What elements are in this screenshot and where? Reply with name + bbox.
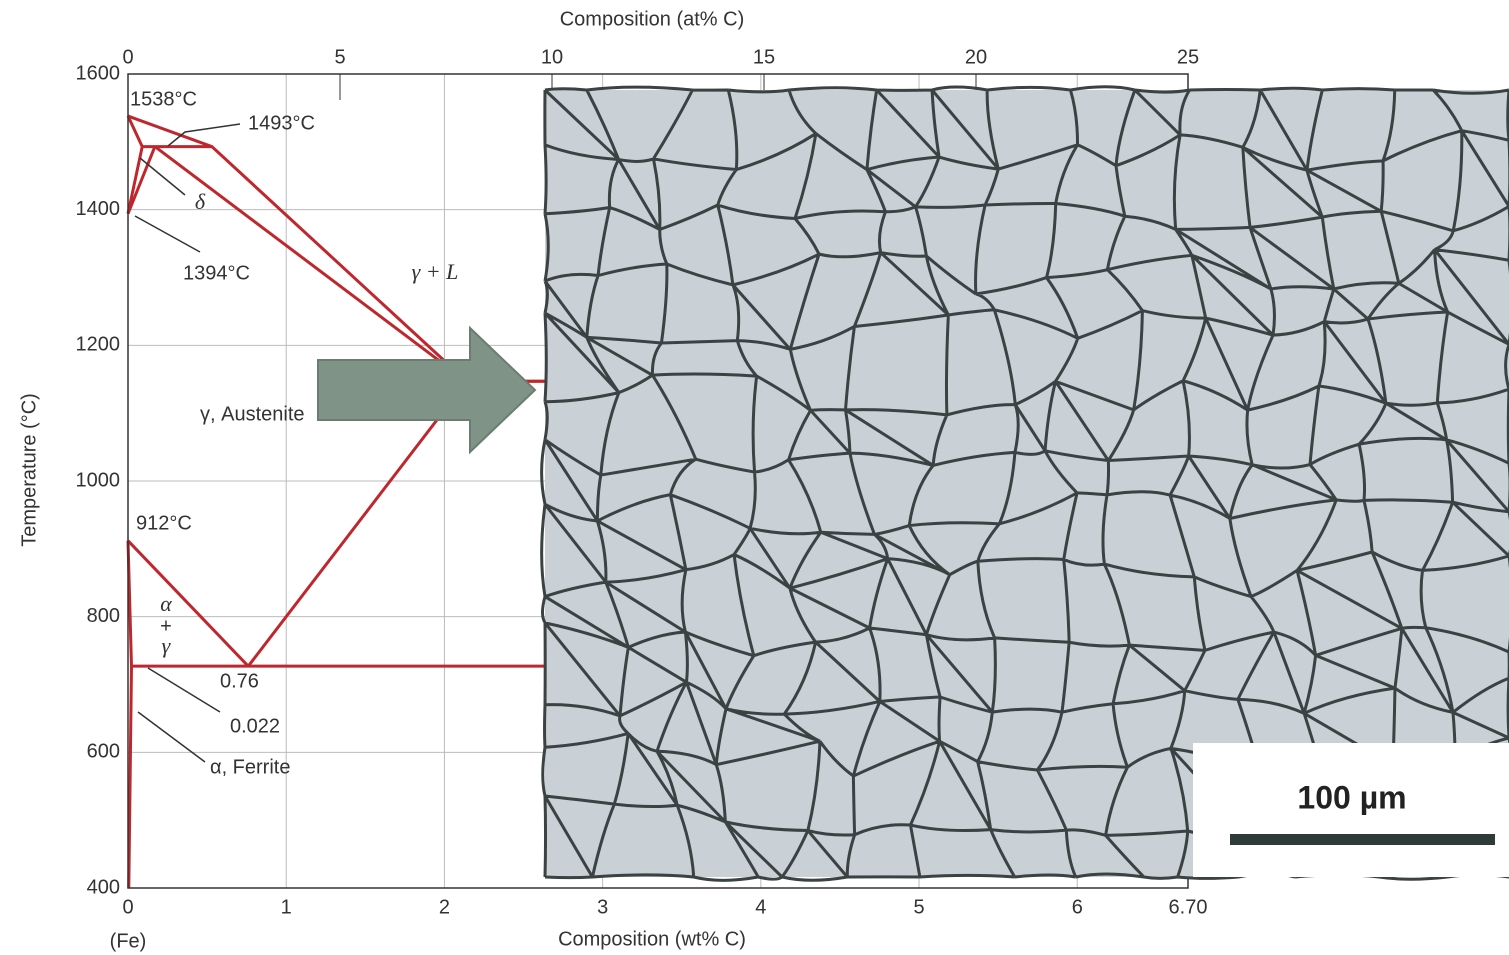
- x-axis-label: Composition (wt% C): [558, 928, 746, 950]
- annotations: 1538°C 1493°C δ 1394°C γ + L γ, Austenite 912°…: [130, 88, 458, 778]
- annotation: 0.022: [230, 715, 280, 737]
- x2-tick-label: 0: [122, 46, 133, 68]
- x2-tick-label: 10: [541, 46, 563, 68]
- x-tick-label: 4: [755, 896, 766, 918]
- x-tick-label: 0: [122, 896, 133, 918]
- annotation: γ, Austenite: [200, 403, 305, 425]
- x2-tick-label: 20: [965, 46, 987, 68]
- x-tick-label: 6.70: [1169, 896, 1208, 918]
- x-tick-label: 1: [281, 896, 292, 918]
- annotation: γ: [162, 633, 172, 658]
- x-tick-label: 5: [913, 896, 924, 918]
- annotation: α, Ferrite: [210, 756, 290, 778]
- x-origin-label: (Fe): [110, 930, 147, 952]
- chart: Composition (at% C) Composition (wt% C) …: [0, 0, 1509, 955]
- annotation: α: [160, 591, 172, 616]
- y-tick-label: 600: [87, 741, 120, 763]
- x-tick-label: 2: [439, 896, 450, 918]
- scale-bar: [1230, 834, 1495, 845]
- x2-axis-label: Composition (at% C): [560, 8, 745, 30]
- y-tick-label: 800: [87, 605, 120, 627]
- scale-bar-label: 100 µm: [1297, 779, 1406, 815]
- x2-tick-label: 5: [334, 46, 345, 68]
- y-tick-label: 1200: [76, 334, 121, 356]
- phase-boundary: [129, 666, 132, 888]
- y-axis-label: Temperature (°C): [18, 393, 40, 547]
- x-tick-label: 6: [1072, 896, 1083, 918]
- annotation: 1493°C: [248, 112, 315, 134]
- y-tick-label: 400: [87, 876, 120, 898]
- x2-tick-label: 15: [753, 46, 775, 68]
- annotation: 0.76: [220, 670, 259, 692]
- annotation: δ: [195, 189, 206, 214]
- annotation: 1538°C: [130, 88, 197, 110]
- annotation: 1394°C: [183, 262, 250, 284]
- phase-boundary: [128, 541, 248, 666]
- x-tick-label: 3: [597, 896, 608, 918]
- y-tick-label: 1600: [76, 62, 121, 84]
- y-tick-label: 1400: [76, 198, 121, 220]
- page: Composition (at% C) Composition (wt% C) …: [0, 0, 1509, 955]
- x2-tick-label: 25: [1177, 46, 1199, 68]
- annotation: 912°C: [136, 512, 192, 534]
- y-tick-label: 1000: [76, 469, 121, 491]
- annotation: γ + L: [412, 259, 459, 284]
